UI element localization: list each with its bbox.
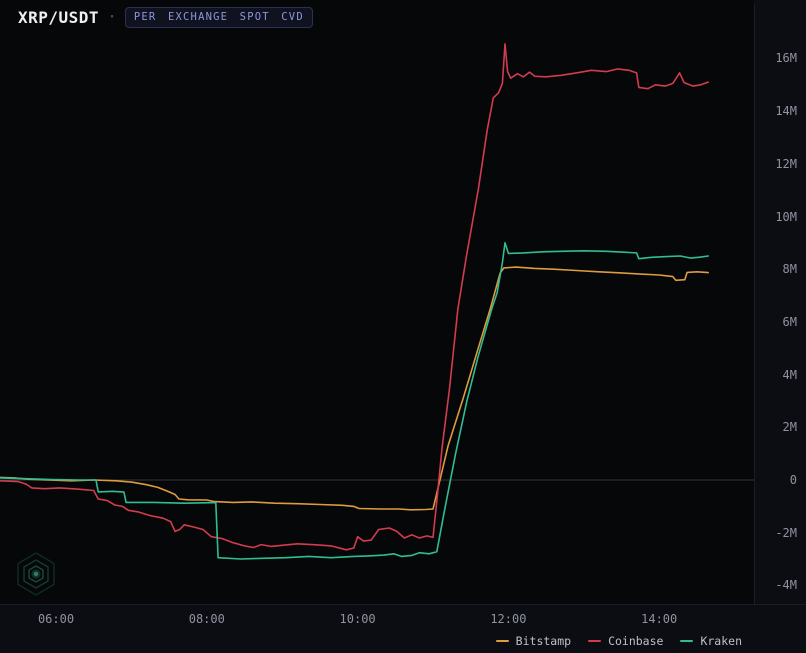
cvd-line-chart[interactable] [0,0,754,604]
y-tick-label: 4M [782,367,797,382]
y-tick-label: 12M [775,156,797,171]
y-axis: 16M 14M 12M 10M 8M 6M 4M 2M 0 -2M -4M [754,0,806,604]
separator-dot: · [108,9,116,25]
x-tick-label: 06:00 [37,612,75,626]
hexagon-watermark-logo [17,552,55,596]
x-tick-label: 10:00 [339,612,376,626]
series-line-bitstamp[interactable] [0,266,710,511]
series-line-kraken[interactable] [0,242,710,560]
y-tick-label: 6M [782,314,797,329]
legend-item-bitstamp[interactable]: Bitstamp [495,634,572,648]
y-tick-label: -2M [775,525,797,540]
plot-area [0,0,754,604]
axis-border-bottom [0,604,806,605]
legend-label: Kraken [700,634,742,648]
y-tick-label: 0 [789,473,797,487]
legend-item-kraken[interactable]: Kraken [680,634,742,648]
legend-dash-icon [588,639,602,643]
legend: Bitstamp Coinbase Kraken [495,634,742,648]
legend-dash-icon [680,639,694,643]
legend-dash-icon [495,639,509,643]
y-tick-label: 2M [782,420,797,435]
y-tick-label: 8M [782,262,797,277]
y-tick-label: 10M [775,209,797,224]
x-tick-label: 08:00 [188,612,225,626]
legend-item-coinbase[interactable]: Coinbase [588,634,663,648]
y-tick-label: -4M [775,578,797,593]
x-tick-label: 14:00 [641,612,678,626]
chart-header: XRP/USDT · PER EXCHANGE SPOT CVD [18,6,313,28]
series-line-coinbase[interactable] [0,43,710,551]
legend-label: Bitstamp [515,634,572,648]
y-tick-label: 16M [775,51,797,66]
y-tick-label: 14M [775,104,797,119]
x-axis: 06:00 08:00 10:00 12:00 14:00 [0,604,806,634]
axis-border-right [754,4,755,604]
x-tick-label: 12:00 [490,612,527,626]
legend-label: Coinbase [608,634,664,648]
per-exchange-spot-cvd-badge[interactable]: PER EXCHANGE SPOT CVD [124,6,313,28]
symbol-title: XRP/USDT [18,7,100,27]
